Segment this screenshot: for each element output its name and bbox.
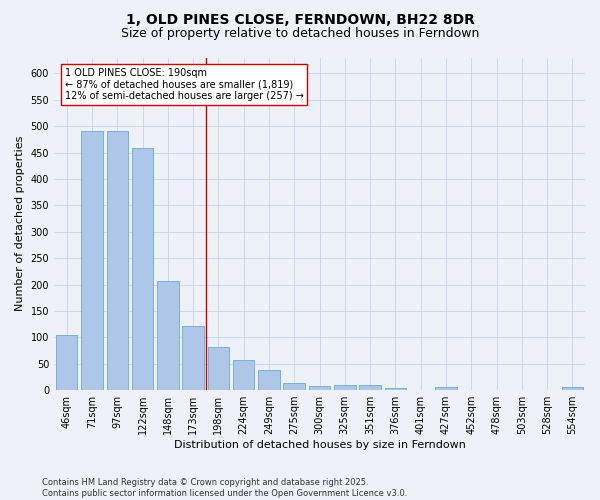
Y-axis label: Number of detached properties: Number of detached properties	[15, 136, 25, 312]
Bar	[81, 132, 103, 390]
Bar	[56, 334, 77, 390]
Text: 1, OLD PINES CLOSE, FERNDOWN, BH22 8DR: 1, OLD PINES CLOSE, FERNDOWN, BH22 8DR	[125, 12, 475, 26]
Bar	[562, 387, 583, 390]
Bar	[359, 385, 381, 390]
Bar	[283, 383, 305, 390]
Bar	[385, 388, 406, 390]
Bar	[334, 385, 356, 390]
Bar	[157, 281, 179, 390]
Bar	[208, 347, 229, 390]
Text: 1 OLD PINES CLOSE: 190sqm
← 87% of detached houses are smaller (1,819)
12% of se: 1 OLD PINES CLOSE: 190sqm ← 87% of detac…	[65, 68, 304, 102]
Bar	[258, 370, 280, 390]
Text: Size of property relative to detached houses in Ferndown: Size of property relative to detached ho…	[121, 28, 479, 40]
Bar	[435, 388, 457, 390]
X-axis label: Distribution of detached houses by size in Ferndown: Distribution of detached houses by size …	[173, 440, 466, 450]
Bar	[233, 360, 254, 390]
Bar	[309, 386, 330, 390]
Bar	[107, 132, 128, 390]
Bar	[132, 148, 153, 390]
Bar	[182, 326, 204, 390]
Text: Contains HM Land Registry data © Crown copyright and database right 2025.
Contai: Contains HM Land Registry data © Crown c…	[42, 478, 407, 498]
